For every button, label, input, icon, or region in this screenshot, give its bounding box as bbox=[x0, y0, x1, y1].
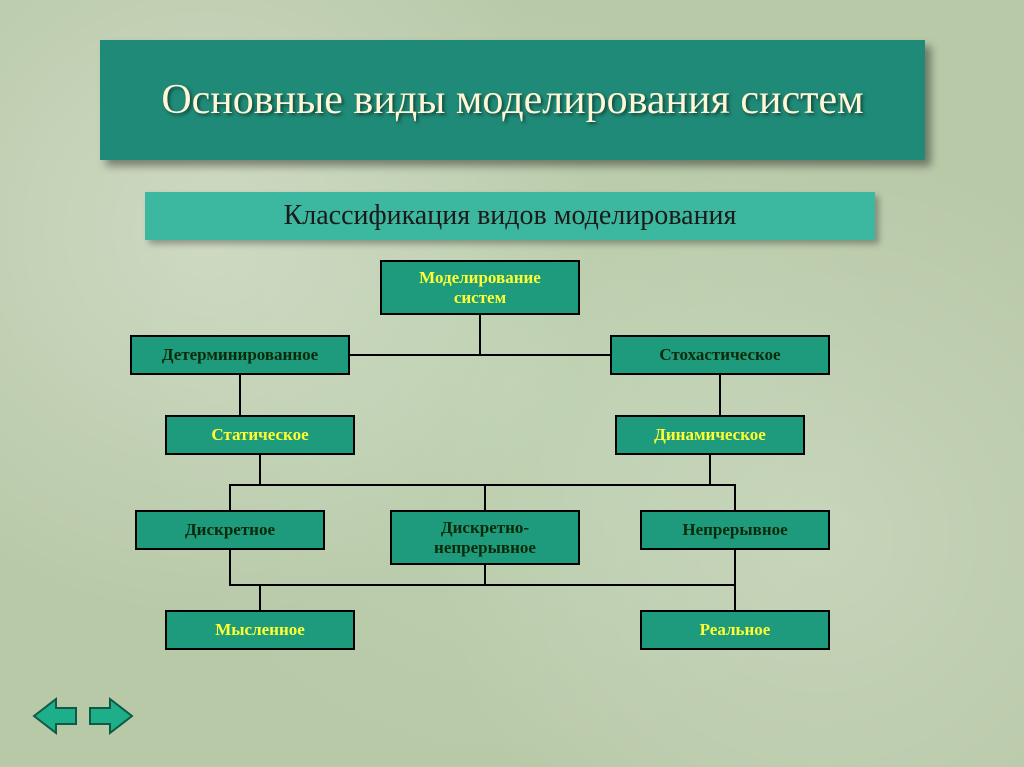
edge-root-det bbox=[350, 315, 480, 355]
node-stat: Статическое bbox=[165, 415, 355, 455]
subtitle-bar: Классификация видов моделирования bbox=[145, 192, 875, 240]
edge-dyn-dc bbox=[485, 455, 710, 510]
slide-subtitle: Классификация видов моделирования bbox=[284, 200, 737, 232]
node-label: Стохастическое bbox=[659, 345, 780, 365]
edge-root-stoch bbox=[480, 315, 610, 355]
node-label: Реальное bbox=[700, 620, 771, 640]
arrow-left-icon bbox=[32, 695, 78, 737]
node-dyn: Динамическое bbox=[615, 415, 805, 455]
prev-arrow-button[interactable] bbox=[32, 695, 78, 737]
arrow-right-icon bbox=[88, 695, 134, 737]
edge-dyn-cont bbox=[710, 455, 735, 510]
edge-stat-disc bbox=[230, 455, 260, 510]
node-label: Динамическое bbox=[654, 425, 766, 445]
classification-diagram: Моделирование систем Детерминированное Сто… bbox=[60, 260, 960, 680]
node-cont: Непрерывное bbox=[640, 510, 830, 550]
node-label: Дискретно- непрерывное bbox=[434, 518, 536, 557]
edge-dc-ment bbox=[260, 565, 485, 610]
node-disc: Дискретное bbox=[135, 510, 325, 550]
edge-disc-ment bbox=[230, 550, 260, 610]
node-label: Моделирование систем bbox=[419, 268, 541, 307]
node-label: Детерминированное bbox=[162, 345, 318, 365]
slide-title: Основные виды моделирования систем bbox=[161, 75, 863, 125]
title-bar: Основные виды моделирования систем bbox=[100, 40, 925, 160]
node-dc: Дискретно- непрерывное bbox=[390, 510, 580, 565]
nav-arrows bbox=[32, 695, 134, 737]
node-label: Дискретное bbox=[185, 520, 275, 540]
node-stoch: Стохастическое bbox=[610, 335, 830, 375]
node-real: Реальное bbox=[640, 610, 830, 650]
node-ment: Мысленное bbox=[165, 610, 355, 650]
node-label: Мысленное bbox=[215, 620, 305, 640]
next-arrow-button[interactable] bbox=[88, 695, 134, 737]
node-label: Статическое bbox=[211, 425, 308, 445]
node-det: Детерминированное bbox=[130, 335, 350, 375]
node-label: Непрерывное bbox=[682, 520, 787, 540]
node-root: Моделирование систем bbox=[380, 260, 580, 315]
edge-dc-real bbox=[485, 565, 735, 610]
edge-stat-dc bbox=[260, 455, 485, 510]
